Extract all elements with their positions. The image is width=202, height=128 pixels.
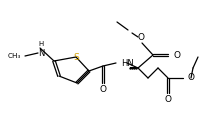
Text: O: O	[164, 94, 171, 104]
Text: HN: HN	[121, 58, 134, 67]
Text: O: O	[138, 33, 144, 42]
Text: O: O	[187, 73, 194, 83]
Text: N: N	[38, 49, 44, 57]
Text: O: O	[100, 84, 106, 93]
Text: CH₃: CH₃	[7, 53, 21, 59]
Text: S: S	[73, 52, 79, 61]
Text: H: H	[38, 41, 44, 47]
Text: O: O	[173, 51, 180, 60]
